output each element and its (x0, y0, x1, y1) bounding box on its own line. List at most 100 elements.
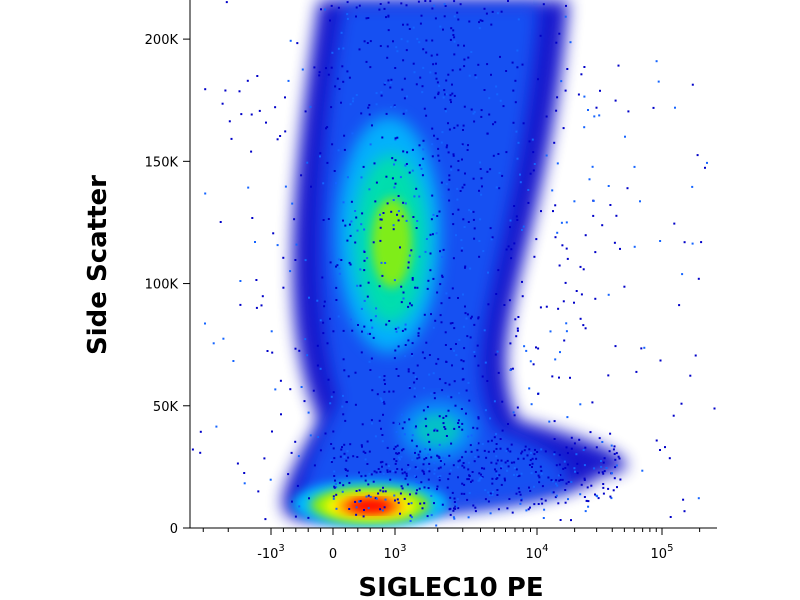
event-dot (467, 516, 470, 519)
event-dot (307, 411, 310, 414)
event-dot (406, 40, 409, 43)
event-dot (594, 297, 597, 300)
event-dot (436, 291, 439, 294)
event-dot (387, 1, 390, 4)
event-dot (407, 368, 410, 371)
event-dot (456, 466, 459, 469)
event-dot (478, 189, 480, 192)
event-dot (424, 448, 427, 451)
event-dot (570, 447, 573, 450)
event-dot (429, 71, 432, 74)
event-dot (335, 182, 337, 185)
event-dot (713, 407, 716, 410)
event-dot (385, 323, 388, 326)
event-dot (407, 261, 410, 264)
event-dot (346, 17, 349, 20)
event-dot (360, 307, 363, 310)
axes: -103 0 103 104 105 0 50K 100K 150K 200K (145, 0, 717, 562)
event-dot (528, 464, 531, 466)
event-dot (583, 464, 586, 467)
event-dot (598, 114, 601, 117)
event-dot (399, 492, 402, 495)
event-dot (300, 386, 303, 388)
event-dot (394, 105, 396, 108)
event-dot (402, 112, 405, 115)
event-dot (271, 430, 273, 433)
event-dot (554, 204, 557, 207)
event-dot (471, 471, 474, 473)
event-dot (309, 105, 312, 108)
event-dot (346, 450, 349, 453)
event-dot (593, 467, 596, 470)
event-dot (368, 450, 371, 453)
event-dot (366, 295, 369, 298)
event-dot (341, 490, 344, 493)
event-dot (446, 144, 449, 147)
event-dot (343, 456, 346, 458)
event-dot (301, 68, 304, 71)
event-dot (369, 332, 371, 335)
event-dot (474, 506, 477, 509)
event-dot (594, 251, 597, 254)
event-dot (402, 291, 405, 294)
event-dot (515, 215, 518, 218)
event-dot (349, 234, 352, 237)
event-dot (394, 349, 397, 352)
event-dot (412, 62, 415, 65)
event-dot (400, 455, 403, 458)
event-dot (418, 327, 421, 330)
event-dot (467, 381, 470, 384)
event-dot (377, 468, 380, 470)
event-dot (362, 450, 365, 453)
event-dot (435, 232, 438, 235)
event-dot (655, 60, 658, 63)
event-dot (613, 477, 616, 480)
event-dot (445, 110, 447, 113)
event-dot (548, 420, 551, 423)
event-dot (332, 447, 335, 450)
event-dot (610, 444, 613, 447)
event-dot (433, 4, 436, 7)
event-dot (493, 450, 495, 453)
event-dot (477, 442, 480, 445)
event-dot (345, 401, 348, 403)
event-dot (364, 451, 367, 454)
event-dot (551, 491, 554, 494)
event-dot (451, 287, 454, 290)
event-dot (544, 499, 547, 502)
event-dot (243, 472, 246, 474)
event-dot (560, 80, 563, 83)
event-dot (432, 326, 435, 329)
event-dot (247, 186, 250, 189)
event-dot (371, 326, 374, 329)
event-dot (389, 470, 392, 473)
event-dot (383, 379, 386, 382)
event-dot (332, 497, 335, 500)
event-dot (487, 271, 489, 274)
event-dot (461, 158, 463, 161)
event-dot (342, 484, 345, 487)
event-dot (366, 257, 369, 260)
event-dot (436, 53, 439, 56)
event-dot (535, 457, 538, 460)
event-dot (367, 507, 370, 510)
event-dot (448, 508, 451, 511)
event-dot (397, 456, 400, 459)
event-dot (605, 467, 608, 469)
event-dot (542, 3, 545, 6)
event-dot (489, 417, 492, 420)
event-dot (423, 313, 426, 316)
event-dot (343, 443, 346, 446)
event-dot (487, 500, 490, 503)
event-dot (486, 380, 489, 382)
event-dot (294, 259, 297, 261)
event-dot (515, 468, 518, 471)
event-dot (443, 3, 446, 6)
event-dot (463, 105, 466, 108)
event-dot (412, 26, 415, 29)
event-dot (473, 460, 476, 463)
event-dot (682, 498, 685, 501)
event-dot (573, 467, 576, 470)
event-dot (363, 228, 366, 231)
event-dot (607, 487, 610, 490)
